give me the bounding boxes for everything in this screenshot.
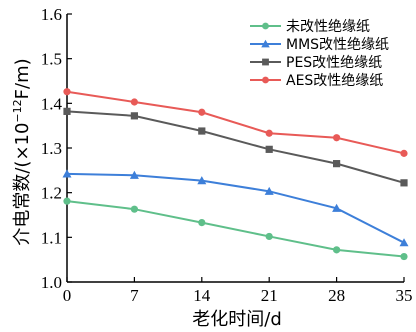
y-axis-title: 介电常数/(×10−12F/m) [11,58,33,245]
data-point [130,205,138,213]
data-point [400,252,408,261]
data-point [333,246,341,254]
data-point [265,145,273,153]
data-point [333,134,341,142]
series-line [66,172,405,244]
data-point [265,232,273,241]
series [63,88,408,157]
data-point [63,88,71,96]
legend-item: PES改性绝缘纸 [250,55,382,71]
data-point [198,108,206,116]
x-tick-label: 21 [261,286,278,305]
data-point [262,58,269,66]
y-tick-label: 1.5 [41,50,62,69]
y-tick-label: 1.0 [41,273,62,292]
series-line [66,110,405,184]
data-point [400,149,408,157]
data-point [399,238,409,247]
series [63,107,408,187]
series-line [66,200,405,258]
data-point [129,170,139,179]
data-point [62,169,72,178]
data-point [261,39,270,48]
x-tick-label: 35 [396,286,413,305]
data-point [198,127,206,135]
x-tick-label: 0 [63,286,72,305]
data-point [333,160,341,168]
x-tick-label: 7 [130,286,139,305]
y-tick-label: 1.4 [41,94,63,113]
legend-label: 未改性绝缘纸 [286,19,370,35]
data-point [197,176,207,185]
series [63,197,408,261]
series-line [66,90,405,155]
data-point [332,203,342,212]
legend: 未改性绝缘纸 MMS改性绝缘纸 PES改性绝缘纸 AES改性绝缘纸 [250,19,389,89]
x-axis-title: 老化时间/d [192,309,282,330]
data-point [63,197,71,205]
data-point [264,186,274,195]
axes: 0 7 14 21 28 35 1.0 1.1 1.2 1.3 1.4 1.5 1.6 [41,5,413,305]
data-point [198,218,206,227]
legend-label: AES改性绝缘纸 [286,73,383,89]
data-point [265,129,273,137]
data-point [262,76,269,84]
y-tick-label: 1.1 [41,228,62,247]
legend-item: MMS改性绝缘纸 [250,37,389,53]
data-point [130,112,138,120]
data-point [262,22,269,30]
legend-label: MMS改性绝缘纸 [286,37,389,53]
legend-item: 未改性绝缘纸 [250,19,370,35]
series [62,169,409,247]
x-tick-label: 28 [328,286,345,305]
data-point [400,179,408,187]
y-tick-label: 1.3 [41,139,62,158]
series-group [62,88,409,261]
legend-item: AES改性绝缘纸 [250,73,383,89]
data-point [63,107,71,115]
data-point [130,98,138,106]
x-tick-label: 14 [193,286,211,305]
y-tick-label: 1.6 [41,5,62,24]
legend-label: PES改性绝缘纸 [286,55,382,71]
y-tick-label: 1.2 [41,184,62,203]
